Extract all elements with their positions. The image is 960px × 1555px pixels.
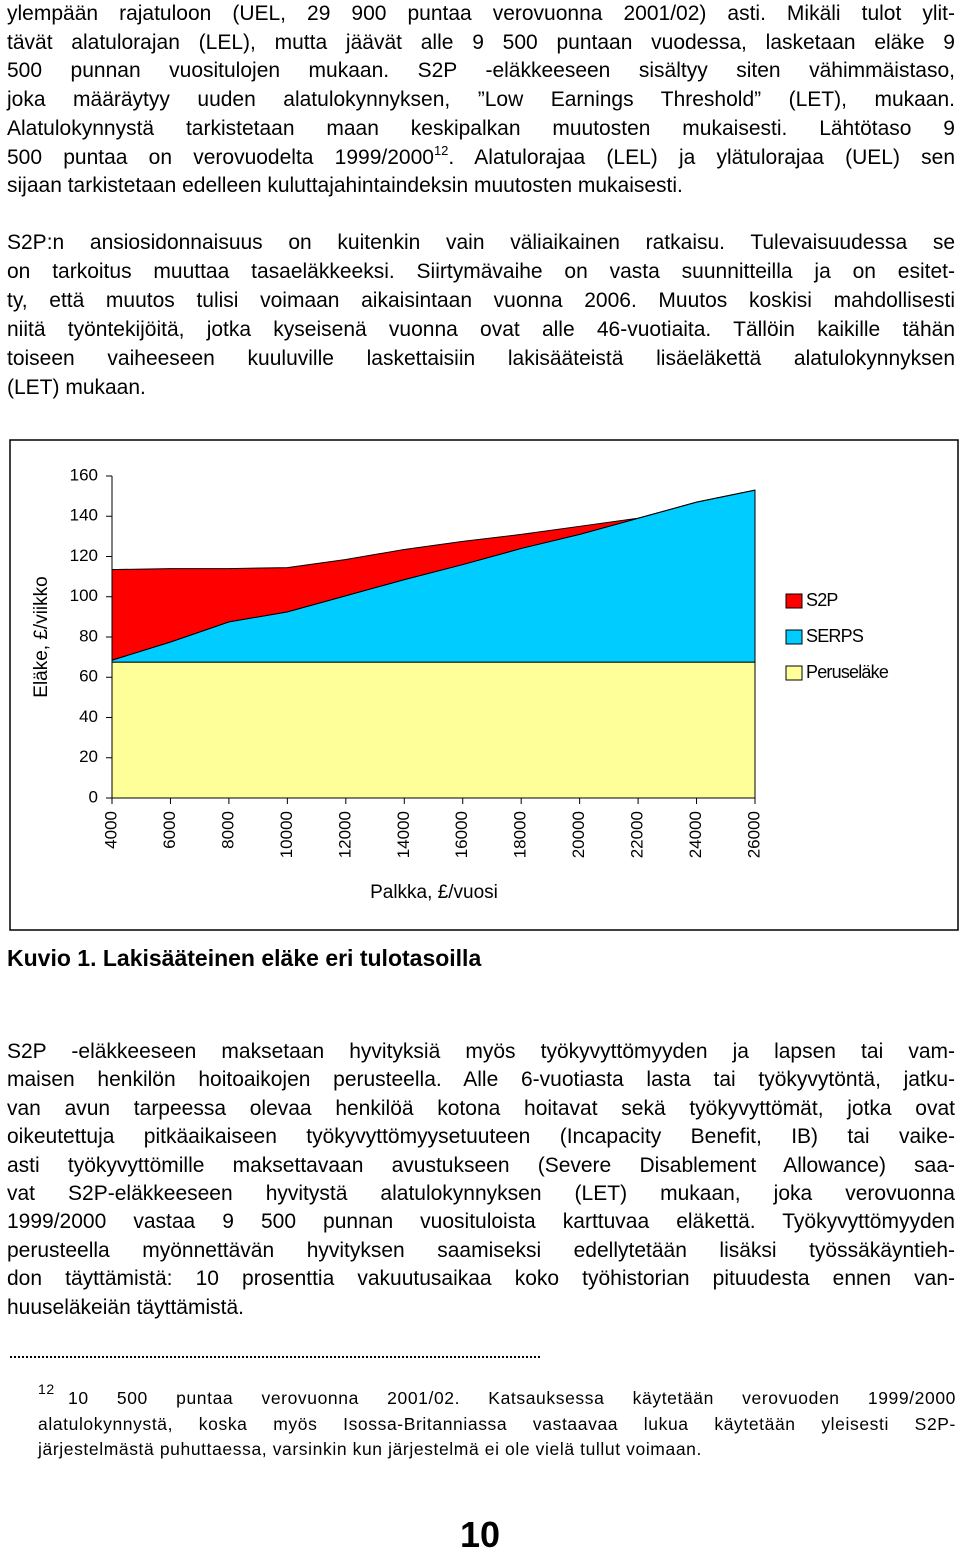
y-tick-label: 20 [79, 747, 98, 766]
y-tick-label: 140 [70, 506, 98, 525]
y-tick-label: 100 [70, 586, 98, 605]
y-tick-label: 0 [89, 787, 98, 806]
x-tick-label: 26000 [744, 811, 763, 858]
text: . Alatulorajaa (LEL) ja ylätulorajaa (UE… [448, 145, 955, 169]
x-tick-label: 10000 [277, 811, 296, 858]
text-line: sijaan tarkistetaan edelleen kuluttajahi… [7, 174, 683, 198]
area [111, 661, 756, 799]
text-line: oikeutettuja pitkäaikaiseen työkyvyttömy… [7, 1125, 955, 1149]
text-line: S2P -eläkkeeseen maksetaan hyvityksiä my… [7, 1040, 955, 1063]
area [111, 489, 756, 661]
y-axis-title: Eläke, £/viikko [31, 576, 52, 697]
text-line: ylempään rajatuloon (UEL, 29 900 puntaa … [7, 2, 955, 25]
footnote-line: 10 500 puntaa verovuonna 2001/02. Katsau… [68, 1388, 956, 1408]
legend-label: S2P [806, 590, 838, 610]
text-line: don täyttämistä: 10 prosenttia vakuutusa… [7, 1267, 955, 1291]
legend-label: Peruseläke [806, 662, 889, 682]
text-line: 1999/2000 vastaa 9 500 punnan vuosituloi… [7, 1210, 955, 1234]
text-line: niitä työntekijöitä, jotka kyseisenä vuo… [7, 318, 955, 341]
x-tick-label: 8000 [218, 811, 237, 849]
page-number: 10 [459, 1514, 501, 1555]
text-line: S2P:n ansiosidonnaisuus on kuitenkin vai… [7, 231, 955, 254]
footnote-ref: 12 [433, 142, 449, 158]
x-tick-label: 14000 [394, 811, 413, 858]
x-tick-label: 12000 [335, 811, 354, 858]
text-line: maisen henkilön hoitoaikojen perusteella… [7, 1068, 955, 1092]
text-line: asti työkyvyttömille maksettavaan avustu… [7, 1153, 955, 1177]
y-tick-label: 80 [79, 626, 98, 645]
x-tick-label: 4000 [101, 811, 120, 849]
text-line: tävät alatulorajan (LEL), mutta jäävät a… [7, 30, 955, 54]
text: 500 puntaa on verovuodelta 1999/2000 [7, 145, 434, 169]
text-line: huuseläkeiän täyttämistä. [7, 1295, 244, 1319]
legend-swatch [785, 665, 803, 681]
text-line: on tarkoitus muuttaa tasaeläkkeeksi. Sii… [7, 260, 955, 283]
chart-frame [9, 439, 959, 931]
text-line: perusteella myönnettävän hyvityksen saam… [7, 1238, 955, 1262]
footnote-line: alatulokynnystä, koska myös Isossa-Brita… [38, 1414, 956, 1434]
footnote-marker: 12 [38, 1381, 55, 1397]
x-tick-label: 22000 [628, 811, 647, 858]
y-tick-label: 40 [79, 707, 98, 726]
text-line: joka määräytyy uuden alatulokynnyksen, ”… [7, 88, 955, 112]
x-tick-label: 6000 [160, 811, 179, 849]
x-tick-label: 16000 [452, 811, 471, 858]
x-tick-label: 18000 [511, 811, 530, 858]
text-line: 500 punnan vuositulojen mukaan. S2P -elä… [7, 59, 955, 83]
footnote-line: järjestelmästä puhuttaessa, varsinkin ku… [38, 1439, 702, 1459]
y-tick-label: 160 [70, 465, 98, 484]
legend-swatch [785, 629, 803, 645]
x-tick-label: 24000 [686, 811, 705, 858]
legend-label: SERPS [806, 626, 864, 646]
x-tick-label: 20000 [569, 811, 588, 858]
legend-swatch [785, 593, 803, 609]
text-line: toiseen vaiheeseen kuuluville laskettais… [7, 347, 955, 370]
x-axis-title: Palkka, £/vuosi [370, 882, 498, 903]
text-line: ty, että muutos tulisi voimaan aikaisint… [7, 289, 955, 312]
text-line: van avun tarpeessa olevaa henkilöä koton… [7, 1096, 955, 1120]
y-tick-label: 120 [70, 546, 98, 565]
text-line: Alatulokynnystä tarkistetaan maan keskip… [7, 116, 955, 140]
text-line: vat S2P-eläkkeeseen hyvitystä alatulokyn… [7, 1182, 955, 1205]
y-tick-label: 60 [79, 667, 98, 686]
text-line: (LET) mukaan. [7, 376, 146, 399]
text-line: 500 puntaa on verovuodelta 1999/200012. … [7, 142, 955, 171]
figure-caption: Kuvio 1. Lakisääteinen eläke eri tulotas… [7, 945, 482, 971]
